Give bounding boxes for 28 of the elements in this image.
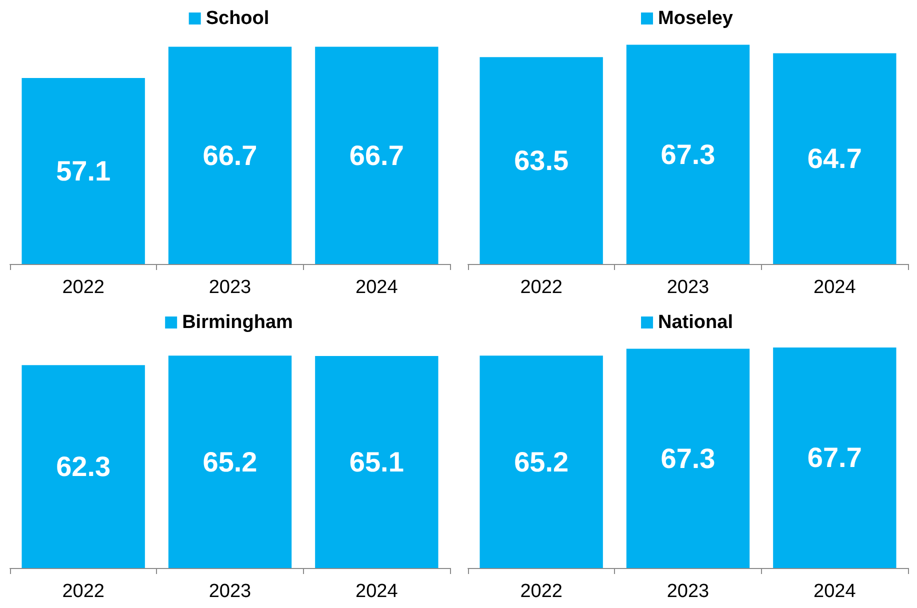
x-tick-label: 2024 xyxy=(356,581,398,602)
x-tick-label: 2022 xyxy=(520,581,562,602)
x-tick-label: 2022 xyxy=(520,277,562,298)
x-tick-label: 2024 xyxy=(814,581,856,602)
legend-label: Moseley xyxy=(658,8,734,29)
data-label: 62.3 xyxy=(56,451,111,482)
x-tick-label: 2022 xyxy=(62,581,104,602)
data-label: 66.7 xyxy=(349,140,404,171)
x-tick-label: 2022 xyxy=(62,277,104,298)
data-label: 57.1 xyxy=(56,156,111,187)
data-label: 65.2 xyxy=(202,446,258,478)
x-tick-label: 2023 xyxy=(666,581,710,602)
data-label: 67.3 xyxy=(660,138,716,170)
data-label: 64.7 xyxy=(807,143,862,174)
x-tick-label: 2023 xyxy=(666,277,710,298)
x-tick-label: 2024 xyxy=(356,277,398,298)
x-tick-label: 2024 xyxy=(814,277,856,298)
legend-label: National xyxy=(658,312,733,333)
x-tick-label: 2023 xyxy=(208,581,252,602)
data-label: 65.2 xyxy=(514,446,569,478)
data-label: 66.7 xyxy=(202,140,258,171)
legend-label: School xyxy=(206,8,270,29)
data-label: 63.5 xyxy=(514,145,569,176)
data-label: 67.7 xyxy=(807,442,862,474)
data-label: 67.3 xyxy=(660,442,716,474)
x-tick-label: 2023 xyxy=(208,277,252,298)
data-label: 65.1 xyxy=(349,446,404,478)
legend-label: Birmingham xyxy=(182,312,293,333)
